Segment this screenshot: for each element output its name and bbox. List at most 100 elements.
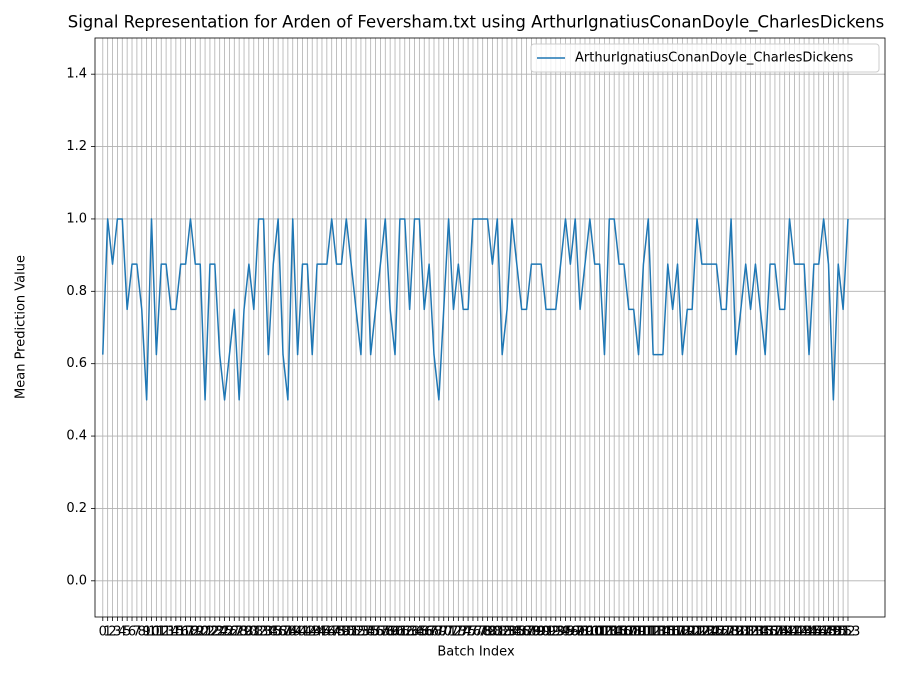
x-tick-label: 66 (416, 625, 433, 640)
x-tick-label: 51 (343, 625, 360, 640)
x-tick-label: 10 (143, 625, 160, 640)
y-axis-label: Mean Prediction Value (14, 255, 29, 399)
x-tick-label: 43 (304, 625, 321, 640)
x-tick-label: 129 (719, 625, 744, 640)
x-tick-label: 85 (509, 625, 526, 640)
x-tick-label: 29 (236, 625, 253, 640)
x-tick-label: 144 (792, 625, 817, 640)
x-tick-label: 96 (562, 625, 579, 640)
x-tick-label: 103 (592, 625, 617, 640)
x-tick-label: 52 (348, 625, 365, 640)
x-tick-label: 97 (567, 625, 584, 640)
x-tick-label: 117 (660, 625, 685, 640)
x-tick-label: 104 (597, 625, 622, 640)
x-tick-label: 28 (231, 625, 248, 640)
x-tick-label: 69 (431, 625, 448, 640)
x-tick-label: 26 (221, 625, 238, 640)
x-tick-label: 88 (523, 625, 540, 640)
x-tick-label: 113 (641, 625, 666, 640)
x-tick-label: 99 (577, 625, 594, 640)
x-tick-label: 143 (787, 625, 812, 640)
x-tick-label: 141 (777, 625, 802, 640)
x-tick-label: 135 (748, 625, 773, 640)
x-tick-label: 22 (202, 625, 219, 640)
y-tick-label: 0.8 (66, 284, 87, 299)
x-tick-label: 55 (362, 625, 379, 640)
x-tick-label: 72 (445, 625, 462, 640)
x-tick-label: 101 (582, 625, 607, 640)
x-tick-label: 133 (738, 625, 763, 640)
x-tick-label: 89 (528, 625, 545, 640)
x-tick-label: 44 (309, 625, 326, 640)
x-tick-label: 118 (665, 625, 690, 640)
x-tick-label: 45 (314, 625, 331, 640)
y-tick-label: 0.2 (66, 501, 87, 516)
x-tick-label: 31 (246, 625, 263, 640)
y-tick-label: 0.0 (66, 573, 87, 588)
x-tick-label: 147 (806, 625, 831, 640)
x-tick-label: 3 (113, 625, 121, 640)
x-tick-label: 35 (265, 625, 282, 640)
x-tick-label: 78 (474, 625, 491, 640)
x-tick-label: 76 (465, 625, 482, 640)
x-tick-label: 148 (811, 625, 836, 640)
x-tick-label: 100 (577, 625, 602, 640)
x-tick-label: 54 (358, 625, 375, 640)
x-tick-label: 91 (538, 625, 555, 640)
x-tick-label: 84 (504, 625, 521, 640)
x-tick-label: 53 (353, 625, 370, 640)
x-tick-label: 16 (172, 625, 189, 640)
x-tick-label: 0 (99, 625, 107, 640)
x-tick-label: 146 (801, 625, 826, 640)
x-tick-label: 38 (280, 625, 297, 640)
x-tick-label: 64 (406, 625, 423, 640)
x-tick-label: 83 (499, 625, 516, 640)
x-tick-label: 60 (387, 625, 404, 640)
x-tick-label: 30 (241, 625, 258, 640)
x-tick-label: 40 (289, 625, 306, 640)
x-tick-label: 71 (440, 625, 457, 640)
y-tick-label: 0.6 (66, 356, 87, 371)
x-tick-label: 79 (479, 625, 496, 640)
x-tick-label: 11 (148, 625, 165, 640)
x-tick-label: 42 (299, 625, 316, 640)
x-tick-label: 125 (699, 625, 724, 640)
legend-label: ArthurIgnatiusConanDoyle_CharlesDickens (575, 51, 853, 66)
x-tick-label: 130 (724, 625, 749, 640)
x-tick-label: 142 (782, 625, 807, 640)
x-tick-label: 21 (197, 625, 214, 640)
x-tick-label: 138 (763, 625, 788, 640)
x-tick-label: 150 (821, 625, 846, 640)
x-tick-label: 58 (377, 625, 394, 640)
x-tick-label: 95 (557, 625, 574, 640)
x-tick-label: 9 (142, 625, 150, 640)
x-tick-label: 7 (133, 625, 141, 640)
x-tick-label: 126 (704, 625, 729, 640)
x-tick-label: 132 (733, 625, 758, 640)
x-tick-label: 123 (689, 625, 714, 640)
x-tick-label: 137 (758, 625, 783, 640)
data-line (102, 218, 849, 401)
x-tick-label: 75 (460, 625, 477, 640)
x-tick-label: 49 (333, 625, 350, 640)
x-tick-label: 115 (650, 625, 675, 640)
x-tick-label: 149 (816, 625, 841, 640)
x-tick-label: 25 (216, 625, 233, 640)
x-tick-label: 116 (655, 625, 680, 640)
x-tick-label: 14 (163, 625, 180, 640)
x-tick-label: 93 (547, 625, 564, 640)
x-tick-label: 127 (709, 625, 734, 640)
x-tick-label: 145 (797, 625, 822, 640)
x-tick-label: 119 (670, 625, 695, 640)
x-tick-label: 23 (207, 625, 224, 640)
x-tick-label: 151 (826, 625, 851, 640)
x-tick-label: 152 (831, 625, 856, 640)
x-tick-label: 61 (392, 625, 409, 640)
x-tick-label: 20 (192, 625, 209, 640)
x-tick-label: 74 (455, 625, 472, 640)
x-tick-label: 114 (646, 625, 671, 640)
x-tick-label: 57 (372, 625, 389, 640)
x-tick-label: 139 (767, 625, 792, 640)
